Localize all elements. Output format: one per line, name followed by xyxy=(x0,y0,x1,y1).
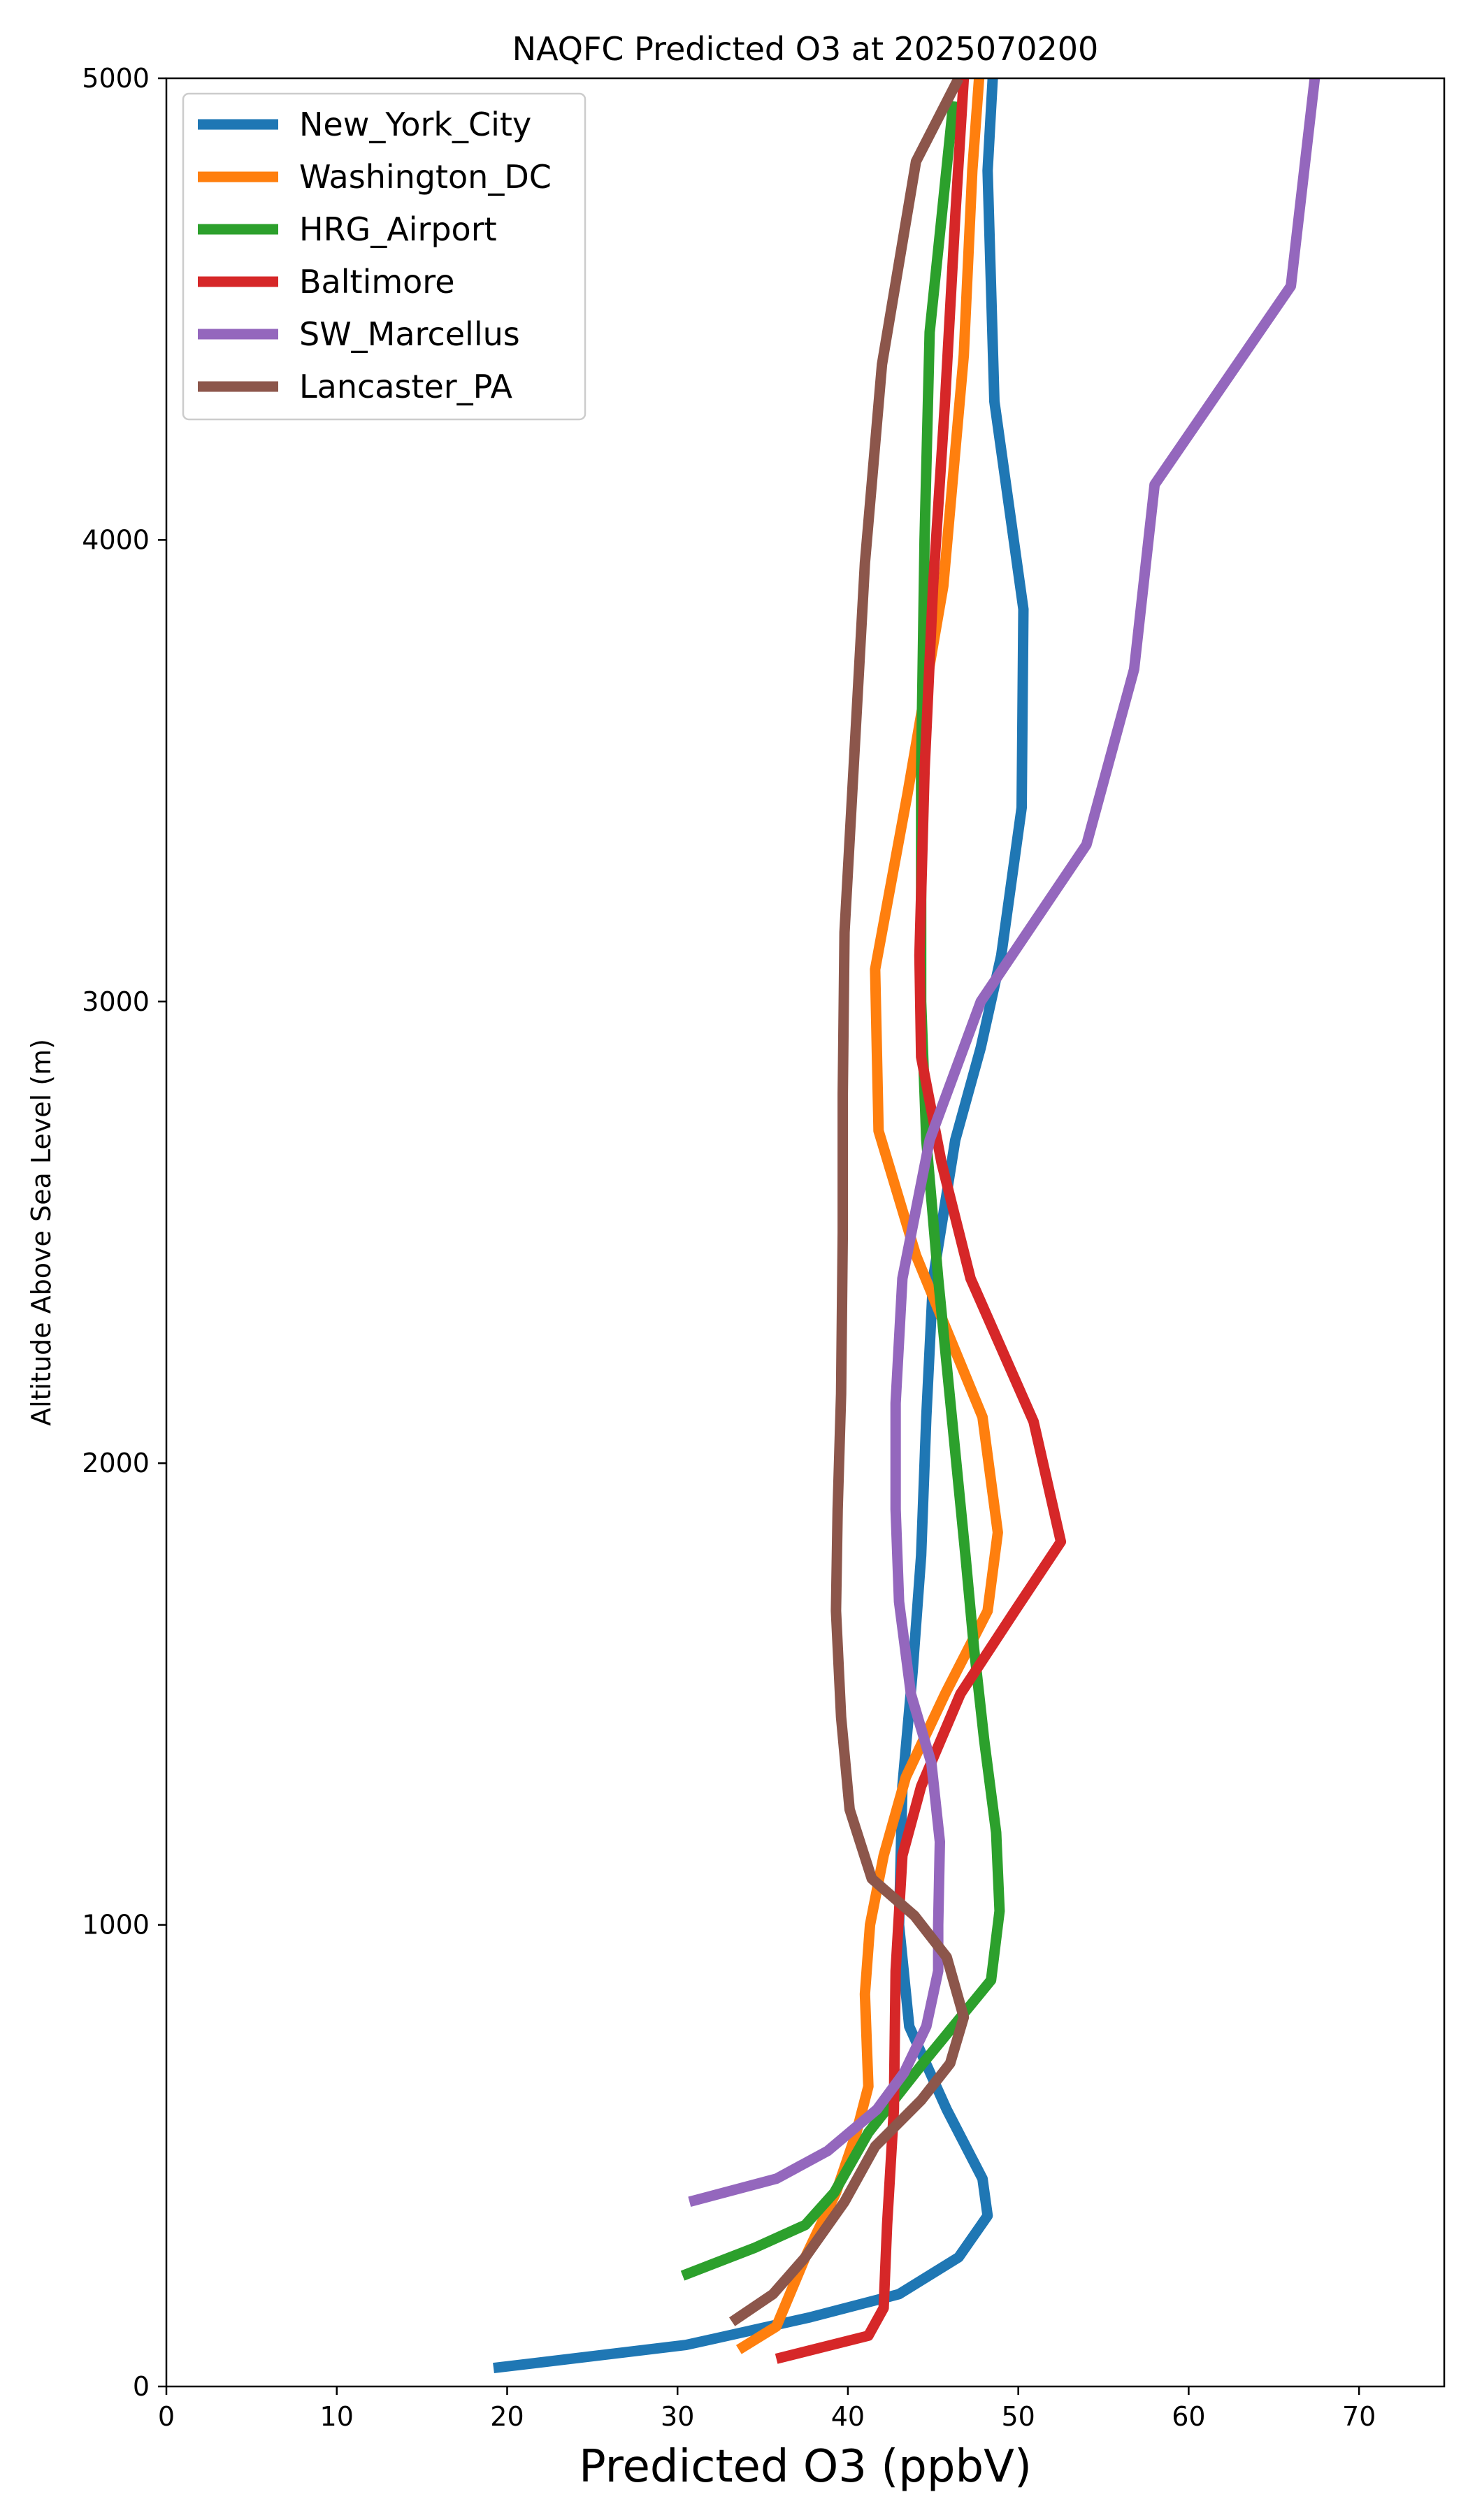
plot-frame xyxy=(165,77,1446,2388)
x-tick-label: 70 xyxy=(1342,2401,1376,2432)
y-tick-label: 1000 xyxy=(82,1910,150,1941)
y-axis-label: Altitude Above Sea Level (m) xyxy=(26,1039,57,1426)
y-tick-label: 2000 xyxy=(82,1448,150,1478)
legend-label: Lancaster_PA xyxy=(299,368,512,405)
x-tick-label: 30 xyxy=(661,2401,694,2432)
x-axis-ticks: 0 10 20 30 40 50 60 70 xyxy=(158,2386,1376,2432)
legend-label: Baltimore xyxy=(299,263,455,301)
y-tick-label: 4000 xyxy=(82,524,150,555)
legend-label: SW_Marcellus xyxy=(299,315,520,353)
y-tick-label: 3000 xyxy=(82,986,150,1017)
x-tick-label: 10 xyxy=(320,2401,354,2432)
x-tick-label: 40 xyxy=(831,2401,865,2432)
series-layer xyxy=(493,78,1321,2374)
y-tick-label: 0 xyxy=(133,2371,150,2402)
y-axis-ticks: 0 1000 2000 3000 4000 5000 xyxy=(82,63,166,2402)
y-tick-label: 5000 xyxy=(82,63,150,94)
x-axis-label: Predicted O3 (ppbV) xyxy=(579,2441,1032,2493)
legend-label: Washington_DC xyxy=(299,158,552,196)
x-tick-label: 50 xyxy=(1001,2401,1035,2432)
legend: New_York_City Washington_DC HRG_Airport Bal… xyxy=(182,92,587,421)
series-line-sw-marcellus xyxy=(688,78,1321,2208)
legend-label: New_York_City xyxy=(299,106,531,143)
x-tick-label: 0 xyxy=(158,2401,175,2432)
series-line-lancaster-pa xyxy=(728,78,970,2326)
chart-title: NAQFC Predicted O3 at 2025070200 xyxy=(512,30,1099,68)
series-line-hrg-airport xyxy=(680,101,1005,2281)
legend-frame xyxy=(182,92,587,421)
series-line-baltimore xyxy=(775,78,1067,2364)
legend-label: HRG_Airport xyxy=(299,210,497,248)
x-tick-label: 60 xyxy=(1172,2401,1205,2432)
x-tick-label: 20 xyxy=(490,2401,524,2432)
